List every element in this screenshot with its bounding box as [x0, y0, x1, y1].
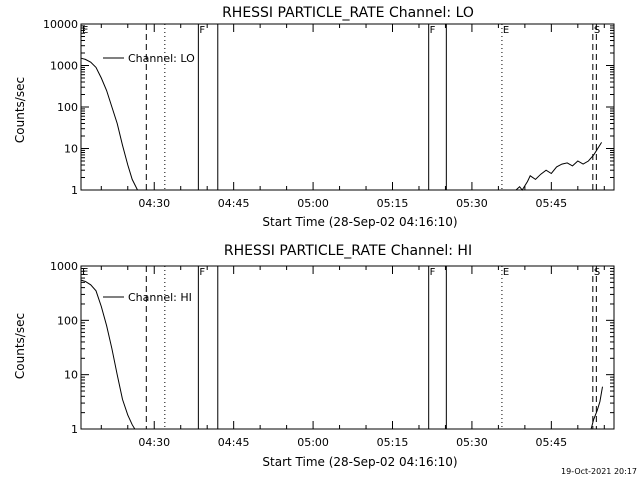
panel-lo-xlabel: Start Time (28-Sep-02 04:16:10): [262, 215, 457, 229]
y-tick-label: 100: [57, 101, 78, 114]
panel-hi-ylabel: Counts/sec: [13, 313, 27, 379]
x-tick-label: 05:45: [535, 197, 567, 210]
x-tick-label: 05:00: [297, 197, 329, 210]
y-tick-label: 10: [64, 143, 78, 156]
event-marker-label: E: [503, 267, 509, 278]
y-tick-label: 10: [64, 369, 78, 382]
series-line-hi-0: [80, 279, 136, 430]
panel-hi-legend: Channel: HI: [103, 291, 192, 304]
x-tick-label: 04:45: [218, 436, 250, 449]
legend-label-lo: Channel: LO: [128, 52, 195, 65]
panel-hi-plot-frame: [80, 265, 615, 430]
y-tick-label: 1: [71, 184, 78, 197]
y-tick-label: 1000: [50, 260, 78, 273]
y-tick-label: 1: [71, 423, 78, 436]
series-line-hi-1: [590, 386, 603, 430]
y-tick-label: 1000: [50, 60, 78, 73]
series-line-lo-1: [515, 142, 603, 191]
x-tick-label: 05:45: [535, 436, 567, 449]
x-tick-label: 04:30: [138, 436, 170, 449]
x-tick-label: 05:30: [456, 197, 488, 210]
panel-lo-legend: Channel: LO: [103, 52, 195, 65]
event-marker-label: F: [430, 25, 436, 36]
event-marker-label: F: [199, 25, 205, 36]
panel-lo-title: RHESSI PARTICLE_RATE Channel: LO: [222, 5, 474, 21]
x-tick-label: 04:30: [138, 197, 170, 210]
x-tick-label: 04:45: [218, 197, 250, 210]
y-tick-label: 100: [57, 314, 78, 327]
x-tick-label: 05:15: [377, 197, 409, 210]
event-marker-label: E: [503, 25, 509, 36]
event-marker-label: S: [594, 25, 600, 36]
event-marker-label: F: [199, 267, 205, 278]
panel-channel-hi: RHESSI PARTICLE_RATE Channel: HI Start T…: [13, 243, 615, 469]
event-marker-label: S: [594, 267, 600, 278]
x-tick-label: 05:30: [456, 436, 488, 449]
series-line-lo-0: [80, 57, 138, 191]
x-tick-label: 05:15: [377, 436, 409, 449]
x-tick-label: 05:00: [297, 436, 329, 449]
generation-timestamp: 19-Oct-2021 20:17: [561, 467, 637, 476]
y-tick-label: 10000: [43, 18, 78, 31]
panel-hi-xlabel: Start Time (28-Sep-02 04:16:10): [262, 455, 457, 469]
event-marker-label: F: [430, 267, 436, 278]
panel-hi-title: RHESSI PARTICLE_RATE Channel: HI: [224, 243, 472, 259]
event-marker-label: E: [82, 267, 88, 278]
panel-lo-ylabel: Counts/sec: [13, 77, 27, 143]
legend-label-hi: Channel: HI: [128, 291, 192, 304]
event-marker-label: E: [82, 25, 88, 36]
panel-channel-lo: RHESSI PARTICLE_RATE Channel: LO Start T…: [13, 5, 615, 229]
